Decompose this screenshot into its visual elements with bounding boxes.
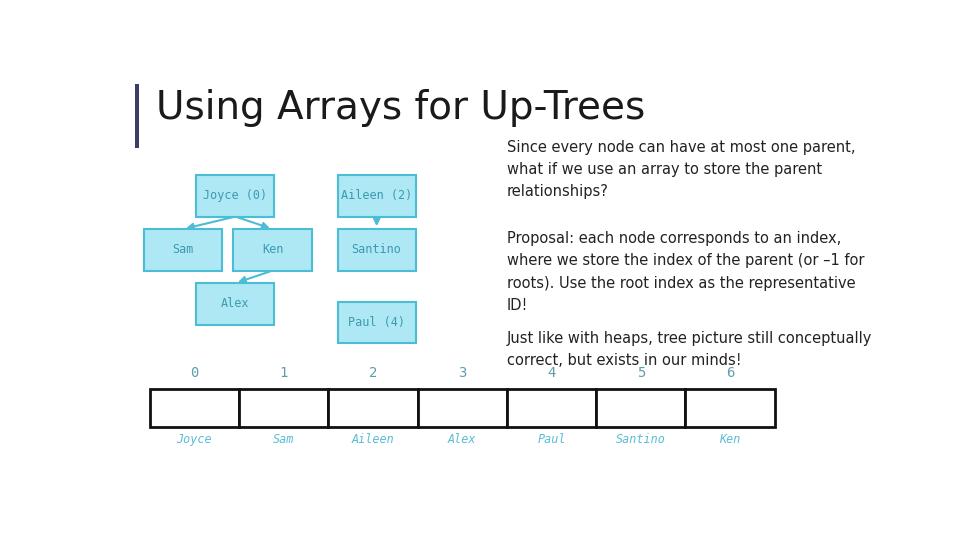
Bar <box>328 389 418 427</box>
Text: 0: 0 <box>277 399 290 417</box>
Bar <box>596 389 685 427</box>
Text: Joyce (0): Joyce (0) <box>204 190 268 202</box>
Text: Alex: Alex <box>221 298 250 310</box>
Text: 6: 6 <box>456 399 468 417</box>
FancyBboxPatch shape <box>144 229 223 271</box>
Text: Ken: Ken <box>719 433 741 446</box>
Text: Santino: Santino <box>616 433 665 446</box>
Text: -1: -1 <box>540 399 564 417</box>
Bar <box>418 389 507 427</box>
Text: 2: 2 <box>635 399 647 417</box>
Text: Paul (4): Paul (4) <box>348 316 405 329</box>
Text: Paul: Paul <box>538 433 565 446</box>
Bar <box>239 389 328 427</box>
Text: 2: 2 <box>369 366 377 380</box>
Text: Ken: Ken <box>262 244 283 256</box>
Text: Sam: Sam <box>273 433 295 446</box>
Text: Since every node can have at most one parent,
what if we use an array to store t: Since every node can have at most one pa… <box>507 140 855 199</box>
Text: 0: 0 <box>190 366 199 380</box>
Text: 0: 0 <box>724 399 736 417</box>
Bar <box>150 389 239 427</box>
Text: -1: -1 <box>361 399 385 417</box>
FancyBboxPatch shape <box>233 229 312 271</box>
Text: Aileen (2): Aileen (2) <box>341 190 412 202</box>
Text: 5: 5 <box>636 366 645 380</box>
Text: 4: 4 <box>547 366 556 380</box>
Text: Proposal: each node corresponds to an index,
where we store the index of the par: Proposal: each node corresponds to an in… <box>507 231 864 313</box>
FancyBboxPatch shape <box>196 175 275 217</box>
Text: -1: -1 <box>182 399 206 417</box>
Text: Just like with heaps, tree picture still conceptually
correct, but exists in our: Just like with heaps, tree picture still… <box>507 331 873 368</box>
Text: Santino: Santino <box>351 244 401 256</box>
Text: 3: 3 <box>458 366 467 380</box>
Text: 1: 1 <box>279 366 288 380</box>
Bar <box>507 389 596 427</box>
Bar <box>134 84 138 148</box>
FancyBboxPatch shape <box>338 175 416 217</box>
Text: Sam: Sam <box>173 244 194 256</box>
Text: Aileen: Aileen <box>351 433 395 446</box>
Text: 6: 6 <box>726 366 734 380</box>
FancyBboxPatch shape <box>338 229 416 271</box>
FancyBboxPatch shape <box>196 283 275 325</box>
FancyBboxPatch shape <box>338 302 416 343</box>
Text: Alex: Alex <box>448 433 476 446</box>
Text: Joyce: Joyce <box>177 433 212 446</box>
Bar <box>685 389 775 427</box>
Text: Using Arrays for Up-Trees: Using Arrays for Up-Trees <box>156 90 645 127</box>
